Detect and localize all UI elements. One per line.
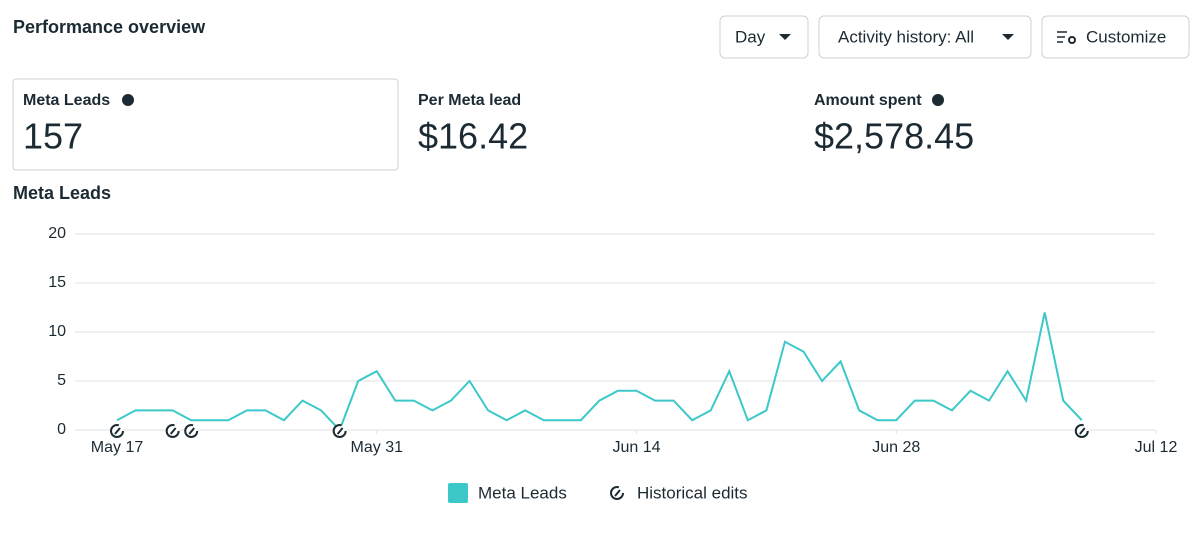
button-bg[interactable] bbox=[1041, 15, 1190, 59]
metric-value: $16.42 bbox=[418, 116, 528, 157]
activity-button[interactable]: Activity history: All bbox=[818, 15, 1032, 59]
customize-icon bbox=[1057, 31, 1067, 43]
metric-card[interactable] bbox=[12, 78, 399, 171]
icon-slash bbox=[614, 489, 621, 497]
info-icon[interactable] bbox=[122, 94, 134, 106]
icon-slash bbox=[169, 427, 177, 435]
chart-title: Meta Leads bbox=[13, 183, 111, 203]
metric-label: Meta Leads bbox=[23, 92, 110, 109]
x-tick-label: May 31 bbox=[351, 439, 404, 456]
caret bbox=[779, 34, 791, 40]
customize-button[interactable]: Customize bbox=[1041, 15, 1190, 59]
metric-label: Amount spent bbox=[814, 92, 922, 109]
info-icon[interactable] bbox=[932, 94, 944, 106]
x-tick-label: Jun 14 bbox=[612, 439, 660, 456]
y-tick-label: 20 bbox=[48, 225, 66, 242]
y-tick-label: 0 bbox=[57, 421, 66, 438]
historical-edit bbox=[110, 424, 124, 438]
page-title: Performance overview bbox=[13, 17, 206, 37]
metric-value: 157 bbox=[23, 116, 83, 157]
legend-label: Meta Leads bbox=[478, 483, 567, 502]
button-label[interactable]: Activity history: All bbox=[838, 27, 974, 46]
legend-label: Historical edits bbox=[637, 483, 748, 502]
metric-value: $2,578.45 bbox=[814, 116, 974, 157]
icon-slash bbox=[1079, 427, 1086, 435]
x-tick-label: May 17 bbox=[91, 439, 144, 456]
historical-edit bbox=[332, 424, 347, 438]
day-button[interactable]: Day bbox=[719, 15, 809, 59]
data-line bbox=[116, 312, 1083, 432]
button-bg[interactable] bbox=[719, 15, 809, 59]
metric-label: Per Meta lead bbox=[418, 92, 521, 109]
y-tick-label: 10 bbox=[48, 323, 66, 340]
gear-icon bbox=[1068, 36, 1076, 44]
x-tick-label: Jul 12 bbox=[1135, 439, 1178, 456]
plot: 0 5 10 15 20 May 17 May 31 Jun 14 Jun 28 Jul 12 Me… bbox=[48, 225, 1177, 503]
historical-edit bbox=[1074, 424, 1089, 438]
legend-icon bbox=[610, 486, 624, 500]
icon-slash bbox=[188, 427, 195, 435]
button-label[interactable]: Customize bbox=[1086, 27, 1166, 46]
historical-edit bbox=[184, 424, 199, 438]
y-tick-label: 15 bbox=[48, 274, 66, 291]
historical-edit bbox=[165, 424, 180, 438]
legend-swatch bbox=[448, 483, 468, 503]
caret bbox=[1002, 34, 1014, 40]
icon-slash bbox=[336, 427, 344, 435]
button-bg[interactable] bbox=[818, 15, 1032, 59]
icon-slash bbox=[114, 427, 121, 435]
y-tick-label: 5 bbox=[57, 372, 66, 389]
x-tick-label: Jun 28 bbox=[872, 439, 920, 456]
button-label[interactable]: Day bbox=[735, 27, 766, 46]
